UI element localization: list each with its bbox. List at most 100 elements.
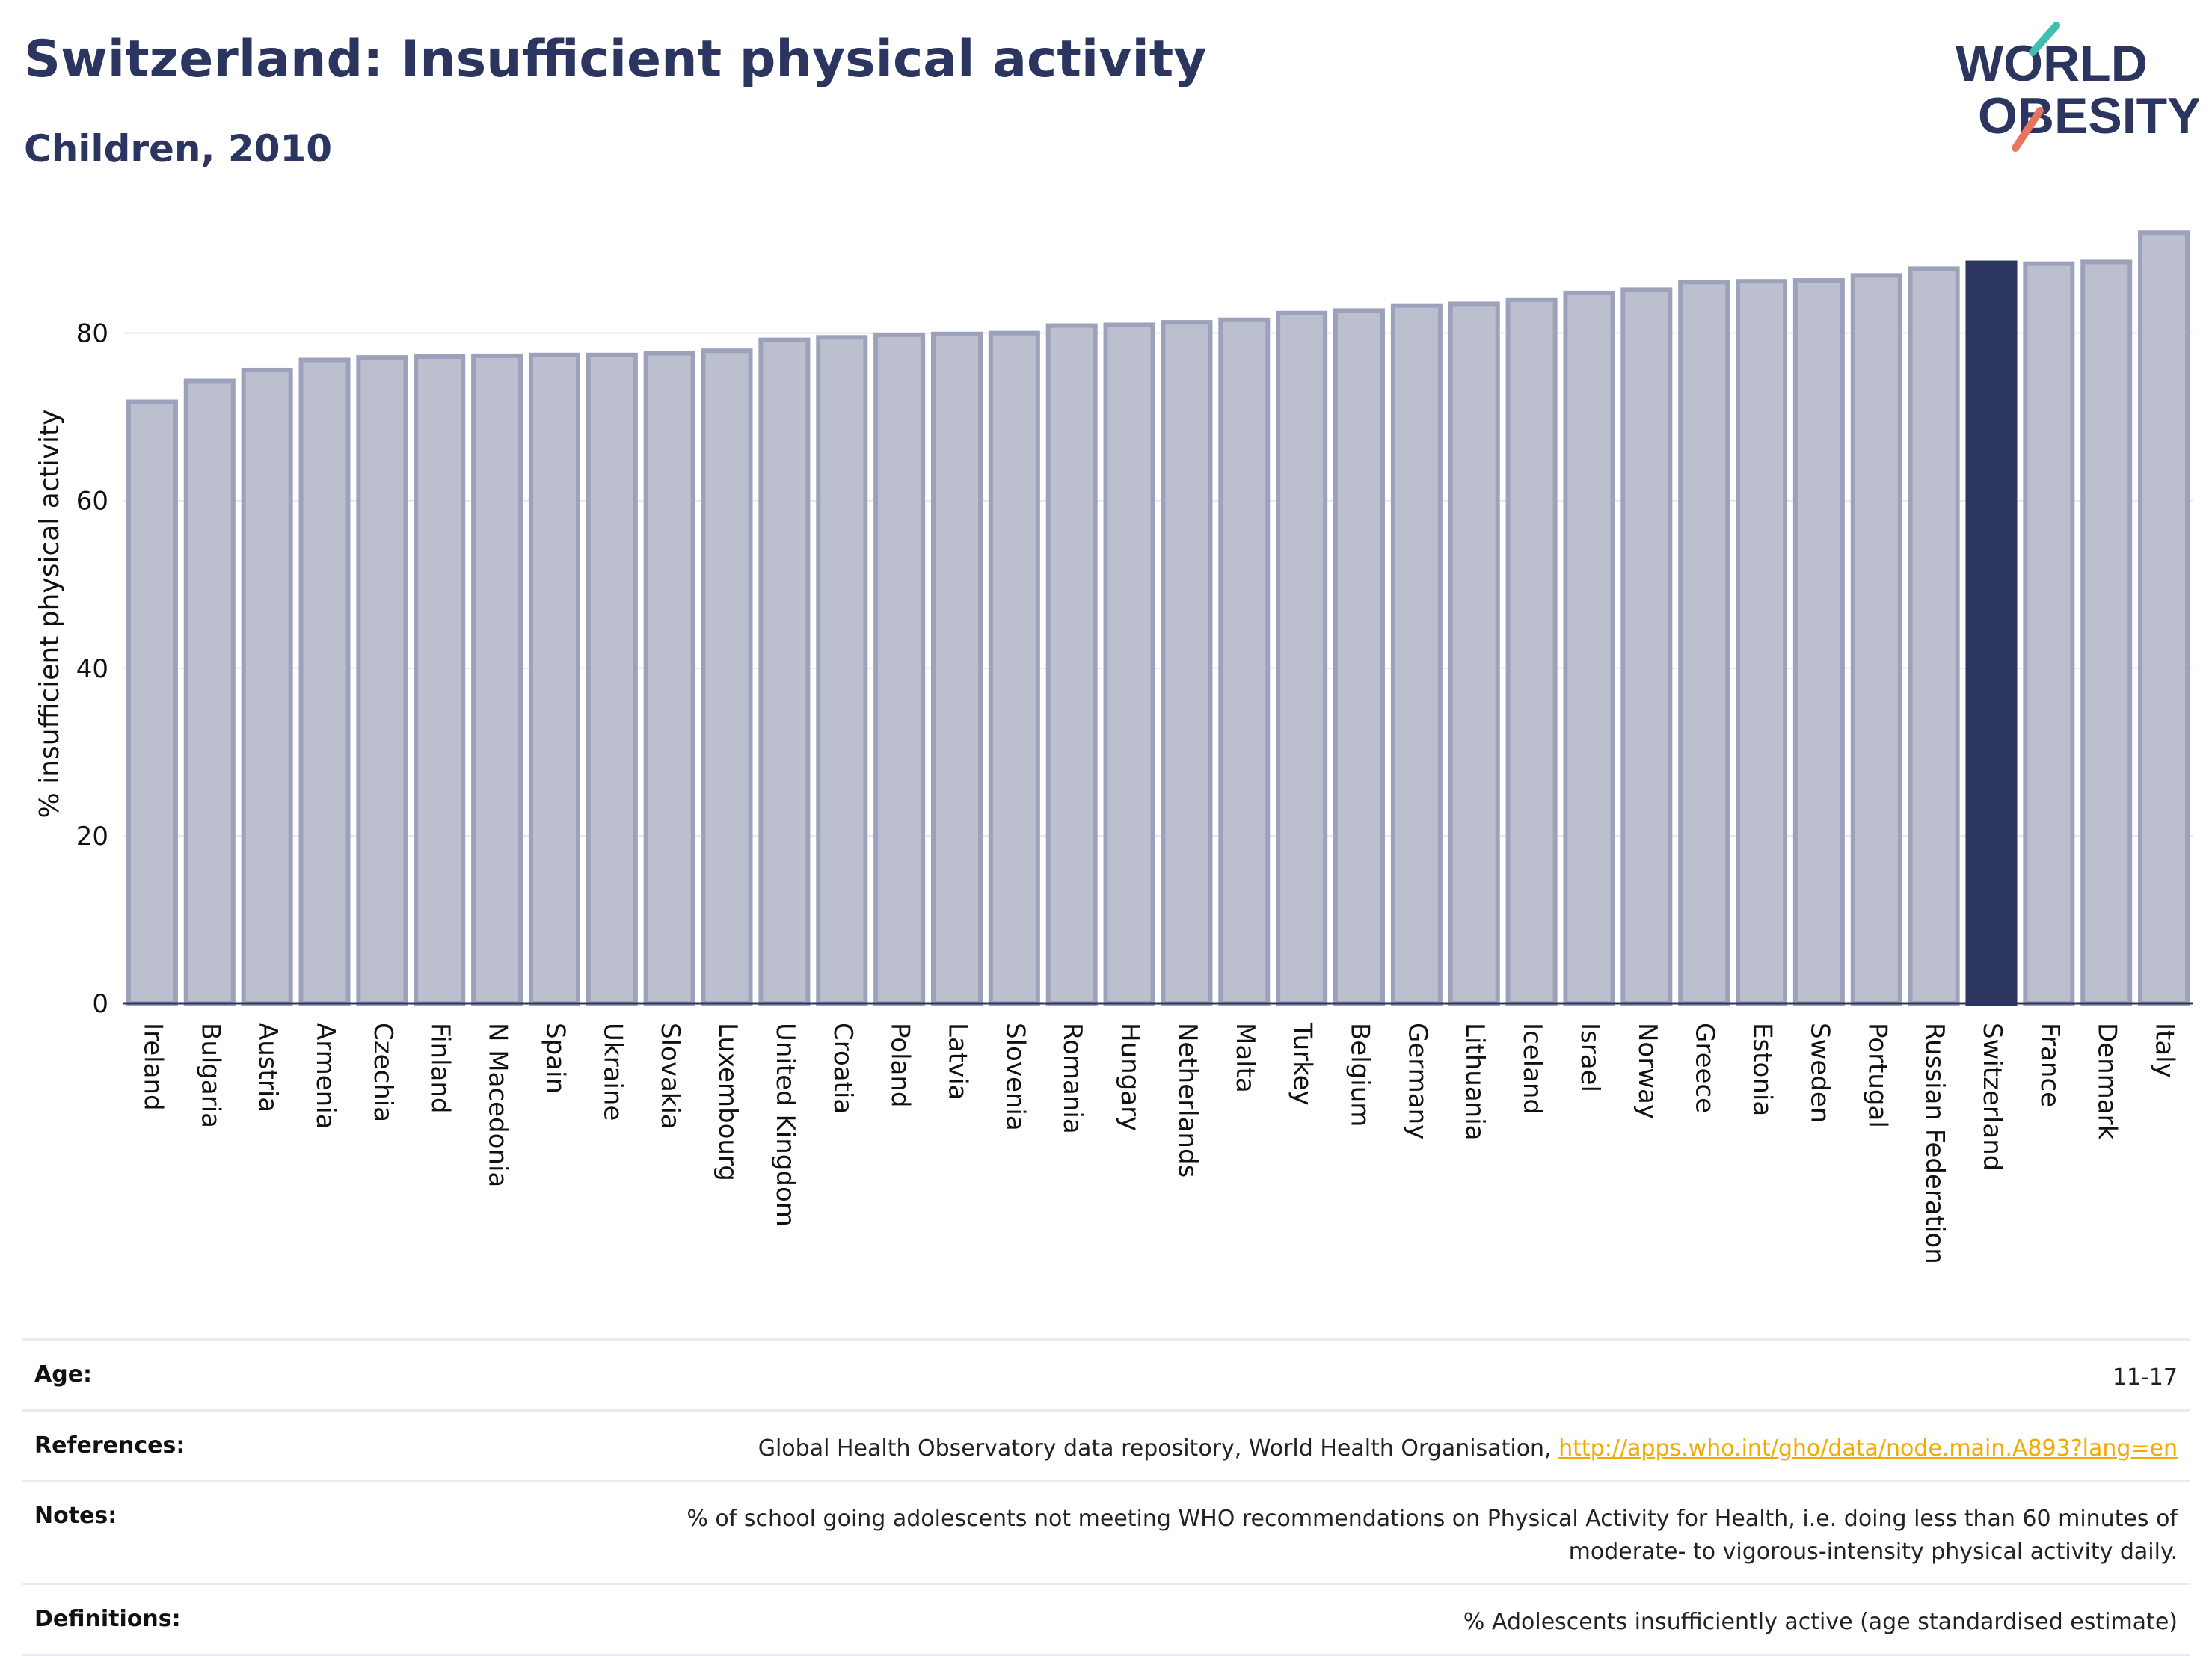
bar-ukraine bbox=[586, 352, 638, 1006]
x-tick-label: Lithuania bbox=[1460, 1023, 1490, 1140]
x-tick-label: United Kingdom bbox=[770, 1023, 800, 1227]
references-label: References: bbox=[34, 1432, 185, 1459]
bar-estonia bbox=[1736, 279, 1788, 1006]
bar-united-kingdom bbox=[758, 337, 811, 1006]
notes-line-2: moderate- to vigorous-intensity physical… bbox=[1568, 1538, 2178, 1565]
x-tick-label: Finland bbox=[425, 1023, 455, 1114]
bar-austria bbox=[241, 367, 293, 1006]
bar-chart: 0 20 40 60 80 Ireland Bulgaria Austria Armenia C… bbox=[34, 230, 2193, 1264]
bar-italy bbox=[2138, 230, 2190, 1006]
x-tick-label: Israel bbox=[1575, 1023, 1605, 1092]
details-table: Age: 11-17 References: Global Health Obs… bbox=[22, 1338, 2190, 1656]
x-tick-label: Germany bbox=[1402, 1023, 1432, 1139]
bar-finland bbox=[414, 354, 466, 1006]
y-tick-label: 20 bbox=[76, 822, 108, 852]
x-tick-label: Armenia bbox=[310, 1023, 340, 1130]
bar-ireland bbox=[126, 399, 178, 1006]
x-tick-label: Croatia bbox=[828, 1023, 858, 1114]
references-link[interactable]: http://apps.who.int/gho/data/node.main.A… bbox=[1558, 1435, 2178, 1462]
bar-greece bbox=[1678, 280, 1730, 1006]
bar-portugal bbox=[1850, 273, 1902, 1006]
page-title: Switzerland: Insufficient physical activ… bbox=[24, 30, 1207, 89]
logo-text-world: WORLD bbox=[1956, 35, 2148, 92]
x-tick-label: Luxembourg bbox=[713, 1023, 743, 1181]
x-tick-label: Romania bbox=[1057, 1023, 1087, 1134]
bar-poland bbox=[873, 332, 926, 1006]
bar-norway bbox=[1620, 287, 1673, 1006]
x-tick-label: Poland bbox=[885, 1023, 915, 1108]
x-tick-label: Switzerland bbox=[1977, 1023, 2007, 1171]
x-tick-label: Turkey bbox=[1288, 1022, 1318, 1106]
bar-czechia bbox=[356, 355, 408, 1006]
y-tick-label: 40 bbox=[76, 654, 108, 684]
y-tick-labels: 0 20 40 60 80 bbox=[76, 319, 108, 1019]
bars bbox=[126, 230, 2190, 1006]
bar-france bbox=[2023, 261, 2075, 1006]
x-tick-label: Belgium bbox=[1345, 1023, 1375, 1127]
x-tick-label: Iceland bbox=[1517, 1023, 1547, 1115]
logo-coral-stroke bbox=[2012, 107, 2044, 152]
bar-malta bbox=[1218, 317, 1271, 1006]
bar-germany bbox=[1390, 303, 1443, 1006]
x-tick-label: Estonia bbox=[1748, 1023, 1778, 1116]
references-value: Global Health Observatory data repositor… bbox=[758, 1432, 2178, 1465]
page-subtitle: Children, 2010 bbox=[24, 127, 333, 170]
bar-n-macedonia bbox=[471, 353, 523, 1006]
x-tick-label: Portugal bbox=[1862, 1023, 1892, 1128]
x-tick-label: Greece bbox=[1690, 1023, 1720, 1113]
definitions-row: Definitions: % Adolescents insufficientl… bbox=[22, 1583, 2190, 1656]
bar-bulgaria bbox=[183, 378, 236, 1006]
bar-netherlands bbox=[1161, 320, 1213, 1006]
bar-lithuania bbox=[1448, 301, 1500, 1006]
bar-russian-federation bbox=[1908, 266, 1960, 1006]
bar-slovenia bbox=[988, 330, 1040, 1006]
references-row: References: Global Health Observatory da… bbox=[22, 1409, 2190, 1480]
x-tick-label: Austria bbox=[253, 1023, 283, 1112]
gridlines bbox=[123, 332, 2193, 837]
bar-sweden bbox=[1792, 278, 1845, 1006]
x-tick-label: Latvia bbox=[942, 1023, 972, 1101]
x-tick-label: Hungary bbox=[1115, 1023, 1145, 1131]
bar-latvia bbox=[930, 331, 983, 1006]
x-tick-label: N Macedonia bbox=[483, 1023, 513, 1187]
bar-croatia bbox=[816, 335, 868, 1006]
x-tick-label: Russian Federation bbox=[1920, 1023, 1950, 1264]
x-tick-label: Netherlands bbox=[1173, 1023, 1202, 1178]
bar-armenia bbox=[298, 357, 351, 1006]
y-axis-label: % insufficient physical activity bbox=[34, 410, 65, 819]
definitions-value: % Adolescents insufficiently active (age… bbox=[1463, 1609, 2178, 1635]
x-tick-label: Slovakia bbox=[655, 1023, 685, 1130]
definitions-label: Definitions: bbox=[34, 1606, 181, 1632]
bar-spain bbox=[528, 352, 580, 1006]
bar-romania bbox=[1045, 323, 1098, 1006]
x-tick-label: Sweden bbox=[1804, 1023, 1834, 1123]
x-tick-label: Slovenia bbox=[1000, 1023, 1030, 1131]
x-tick-labels: Ireland Bulgaria Austria Armenia Czechia Finl… bbox=[138, 1022, 2179, 1264]
x-tick-label: Czechia bbox=[368, 1023, 398, 1122]
y-tick-label: 0 bbox=[92, 989, 108, 1019]
x-tick-label: Bulgaria bbox=[195, 1023, 225, 1128]
notes-line-1: % of school going adolescents not meetin… bbox=[686, 1506, 2178, 1532]
x-tick-label: Denmark bbox=[2092, 1023, 2122, 1140]
x-tick-label: Spain bbox=[540, 1023, 570, 1094]
x-tick-label: France bbox=[2035, 1023, 2065, 1107]
bar-switzerland bbox=[1965, 260, 2018, 1006]
x-tick-label: Italy bbox=[2150, 1023, 2180, 1078]
bar-luxembourg bbox=[701, 348, 753, 1006]
x-tick-label: Malta bbox=[1230, 1023, 1260, 1093]
bar-slovakia bbox=[643, 351, 695, 1006]
bar-belgium bbox=[1333, 308, 1386, 1006]
bar-denmark bbox=[2080, 259, 2133, 1006]
x-tick-label: Ukraine bbox=[597, 1023, 627, 1121]
x-tick-label: Norway bbox=[1632, 1023, 1662, 1119]
bar-hungary bbox=[1103, 322, 1155, 1006]
age-label: Age: bbox=[34, 1361, 93, 1388]
age-row: Age: 11-17 bbox=[22, 1338, 2190, 1409]
bar-israel bbox=[1563, 290, 1615, 1006]
world-obesity-logo: WORLD OBESITY bbox=[1956, 22, 2199, 152]
age-value: 11-17 bbox=[2112, 1364, 2178, 1391]
y-tick-label: 80 bbox=[76, 319, 108, 349]
logo-teal-stroke bbox=[2029, 22, 2060, 56]
y-tick-label: 60 bbox=[76, 487, 108, 517]
bar-iceland bbox=[1505, 297, 1558, 1006]
